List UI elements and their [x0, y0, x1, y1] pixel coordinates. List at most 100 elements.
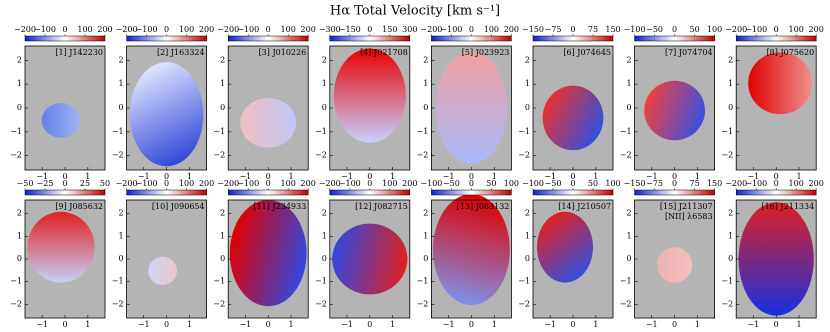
velocity-map [433, 194, 510, 306]
x-tick-label: 1 [390, 320, 395, 329]
velocity-map [738, 202, 814, 316]
velocity-map [537, 211, 593, 283]
y-tick-label: 0 [423, 254, 428, 263]
velocity-map [435, 52, 508, 164]
y-tick-label: −2 [417, 299, 429, 308]
colorbar-tick-label: 0 [469, 179, 474, 188]
velocity-map [229, 200, 307, 307]
x-tick-label: −1 [544, 320, 556, 329]
colorbar-tick-label: −75 [545, 25, 562, 34]
colorbar [634, 35, 715, 42]
x-tick-label: 0 [570, 320, 575, 329]
y-tick-label: −2 [721, 299, 733, 308]
panel-label: [2] J163324 [157, 48, 205, 57]
y-tick-label: −1 [518, 127, 530, 136]
colorbar-tick-label: 75 [690, 179, 700, 188]
colorbar [431, 35, 512, 42]
colorbar-tick-label: 100 [605, 179, 620, 188]
colorbar-tick-label: −100 [440, 25, 462, 34]
panel-label: [12] J082715 [355, 202, 408, 211]
y-tick-label: 2 [525, 55, 530, 64]
colorbar-tick-label: −100 [34, 25, 56, 34]
panel: [14] J210507 −100 −50 0 50 100 −1 0 1 −2 −1 0 1 2 [518, 179, 620, 329]
panel: [16] J211334 −200−100 0 100 200 −1 0 1 −2 −1 0 1 2 [721, 179, 823, 329]
colorbar [227, 35, 309, 42]
velocity-map [148, 256, 178, 285]
x-tick-label: 1 [593, 320, 598, 329]
velocity-map [129, 62, 204, 167]
colorbar-tick-label: 0 [367, 25, 372, 34]
colorbar-tick-label: 100 [789, 25, 804, 34]
y-tick-label: 1 [220, 79, 225, 88]
colorbar-tick-label: 0 [469, 25, 474, 34]
colorbar-tick-label: 150 [707, 179, 722, 188]
colorbar-tick-label: −75 [646, 179, 663, 188]
colorbar-tick-label: −200 [319, 179, 341, 188]
colorbar-tick-label: −100 [237, 25, 259, 34]
y-tick-label: −1 [10, 277, 22, 286]
x-tick-label: 1 [695, 320, 700, 329]
y-tick-label: 2 [423, 55, 428, 64]
colorbar-tick-label: −150 [522, 25, 544, 34]
colorbar-tick-label: −100 [745, 179, 767, 188]
panel: [2] J163324 −200−100 0 100 200 −1 0 1 −2 −1 0 1 2 [112, 25, 214, 181]
y-tick-label: −1 [10, 127, 22, 136]
y-tick-label: −2 [518, 299, 530, 308]
x-tick-label: 1 [187, 320, 192, 329]
x-tick-label: −1 [443, 320, 455, 329]
panel: [4] J021708 −300−150 0 150 300 −1 0 1 −2 −1 0 1 2 [315, 25, 417, 181]
x-tick-label: 0 [672, 172, 677, 181]
colorbar-tick-label: −200 [14, 25, 36, 34]
colorbar-tick-label: 0 [62, 25, 67, 34]
colorbar-tick-label: −100 [136, 179, 158, 188]
colorbar-tick-label: −150 [339, 25, 361, 34]
y-tick-label: 1 [423, 231, 428, 240]
y-tick-label: −2 [620, 299, 632, 308]
colorbar [24, 35, 106, 42]
panel: [5] J023923 −200−100 0 100 200 −1 0 1 −2 −1 0 1 2 [417, 25, 519, 181]
x-tick-label: 1 [85, 172, 90, 181]
colorbar-tick-label: 100 [382, 179, 397, 188]
colorbar-tick-label: 50 [690, 25, 700, 34]
x-tick-label: −1 [341, 320, 353, 329]
colorbar-tick-label: 200 [301, 25, 316, 34]
y-tick-label: 0 [220, 254, 225, 263]
x-tick-label: −1 [646, 320, 658, 329]
y-tick-label: −2 [10, 151, 22, 160]
panel-label: [10] J090654 [152, 202, 205, 211]
y-tick-label: 1 [627, 231, 632, 240]
y-tick-label: −1 [213, 127, 225, 136]
colorbar-tick-label: 0 [774, 179, 779, 188]
panel: [15] J211307[NII] λ6583 −150 −75 0 75 150 −1 0 1… [620, 179, 722, 329]
x-tick-label: −1 [239, 172, 251, 181]
velocity-map [240, 98, 297, 148]
velocity-map [748, 52, 813, 115]
y-tick-label: 0 [17, 103, 22, 112]
panel-label: [9] J085632 [55, 202, 103, 211]
panel-label: [15] J211307 [660, 202, 713, 211]
colorbar [227, 189, 309, 196]
velocity-map [542, 85, 604, 151]
x-tick-label: 1 [492, 320, 497, 329]
colorbar-tick-label: 0 [62, 179, 67, 188]
panel: [1] J142230 −200−100 0 100 200 −1 0 1 −2 −1 0 1 2 [10, 25, 112, 181]
colorbar-tick-label: 100 [504, 179, 519, 188]
colorbar-tick-label: 100 [789, 179, 804, 188]
colorbar-tick-label: 0 [672, 25, 677, 34]
panel: [3] J010226 −200−100 0 100 200 −1 0 1 −2 −1 0 1 2 [213, 25, 315, 181]
x-tick-label: 0 [62, 172, 67, 181]
y-tick-label: 0 [322, 103, 327, 112]
colorbar [532, 189, 614, 196]
colorbar-tick-label: 100 [484, 25, 499, 34]
colorbar-tick-label: 0 [266, 179, 271, 188]
y-tick-label: −2 [417, 151, 429, 160]
x-tick-label: 0 [266, 320, 271, 329]
x-tick-label: 0 [62, 320, 67, 329]
colorbar-tick-label: −200 [725, 25, 747, 34]
colorbar-tick-label: 300 [402, 25, 417, 34]
x-tick-label: −1 [747, 172, 759, 181]
y-tick-label: 2 [17, 209, 22, 218]
colorbar [329, 189, 411, 196]
panel: [8] J075620 −200−100 0 100 200 −1 0 1 −2 −1 0 1 2 [721, 25, 823, 181]
y-tick-label: 1 [220, 231, 225, 240]
